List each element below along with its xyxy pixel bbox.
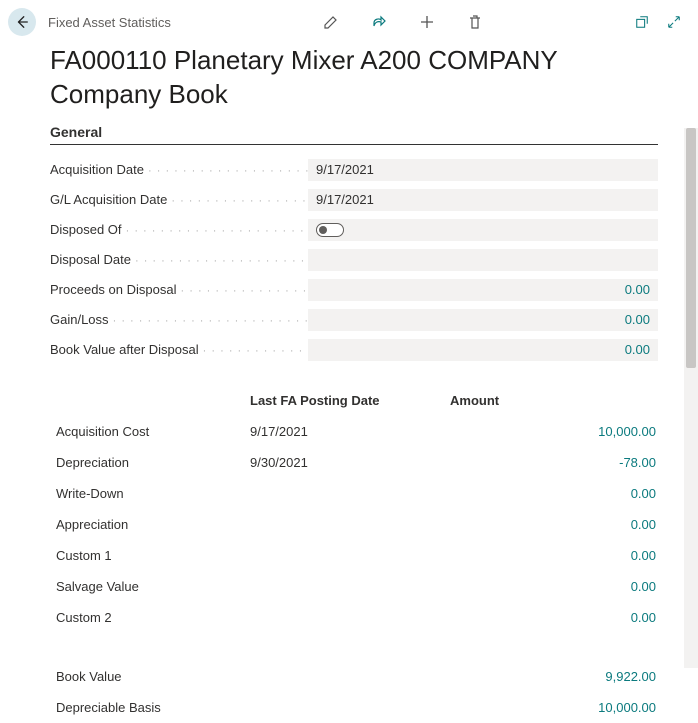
field-value[interactable]: 9/17/2021	[308, 189, 658, 211]
row-amount[interactable]: 0.00	[450, 517, 658, 532]
col-header-blank	[50, 393, 250, 408]
row-amount[interactable]: 10,000.00	[450, 700, 658, 715]
summary-row: Book Value 9,922.00	[50, 661, 658, 692]
table-row: Depreciation9/30/2021-78.00	[50, 447, 658, 478]
table-row: Custom 1 0.00	[50, 540, 658, 571]
col-header-date: Last FA Posting Date	[250, 393, 450, 408]
row-date	[250, 517, 450, 532]
toggle-thumb	[319, 226, 327, 234]
row-date	[250, 700, 450, 715]
field-value[interactable]: 0.00	[308, 339, 658, 361]
row-label: Write-Down	[50, 486, 250, 501]
toggle-disposed-of[interactable]	[308, 219, 658, 241]
row-date: 9/17/2021	[250, 424, 450, 439]
field-disposal-date: Disposal Date	[50, 249, 658, 271]
field-label: Disposal Date	[50, 252, 308, 267]
label-text: Disposed Of	[50, 222, 122, 237]
row-label: Salvage Value	[50, 579, 250, 594]
field-label: G/L Acquisition Date	[50, 192, 308, 207]
new-button[interactable]	[419, 14, 435, 30]
table-row: Acquisition Cost9/17/202110,000.00	[50, 416, 658, 447]
action-toolbar	[323, 14, 483, 30]
row-date: 9/30/2021	[250, 455, 450, 470]
top-toolbar: Fixed Asset Statistics	[0, 0, 698, 40]
scrollbar-thumb[interactable]	[686, 128, 696, 368]
row-date	[250, 486, 450, 501]
row-label: Acquisition Cost	[50, 424, 250, 439]
field-gain-loss: Gain/Loss 0.00	[50, 309, 658, 331]
row-label: Depreciable Basis	[50, 700, 250, 715]
label-text: G/L Acquisition Date	[50, 192, 167, 207]
row-label: Book Value	[50, 669, 250, 684]
row-date	[250, 548, 450, 563]
field-value[interactable]	[308, 249, 658, 271]
field-disposed-of: Disposed Of	[50, 219, 658, 241]
vertical-scrollbar[interactable]	[684, 128, 698, 668]
table-row: Salvage Value 0.00	[50, 571, 658, 602]
field-value[interactable]: 0.00	[308, 309, 658, 331]
label-text: Disposal Date	[50, 252, 131, 267]
toggle-track	[316, 223, 344, 237]
share-icon	[371, 14, 387, 30]
plus-icon	[419, 14, 435, 30]
field-label: Proceeds on Disposal	[50, 282, 308, 297]
row-label: Custom 1	[50, 548, 250, 563]
row-amount[interactable]: 0.00	[450, 486, 658, 501]
table-header-row: Last FA Posting Date Amount	[50, 393, 658, 416]
field-label: Disposed Of	[50, 222, 308, 237]
label-text: Gain/Loss	[50, 312, 109, 327]
field-proceeds-disposal: Proceeds on Disposal 0.00	[50, 279, 658, 301]
col-header-amount: Amount	[450, 393, 658, 408]
breadcrumb: Fixed Asset Statistics	[48, 15, 171, 30]
row-date	[250, 579, 450, 594]
trash-icon	[467, 14, 483, 30]
page-title: FA000110 Planetary Mixer A200 COMPANY Co…	[0, 40, 698, 124]
summary-row: Depreciable Basis 10,000.00	[50, 692, 658, 723]
row-label: Appreciation	[50, 517, 250, 532]
expand-button[interactable]	[666, 14, 682, 30]
field-value[interactable]: 0.00	[308, 279, 658, 301]
row-date	[250, 610, 450, 625]
expand-icon	[667, 15, 681, 29]
field-acquisition-date: Acquisition Date 9/17/2021	[50, 159, 658, 181]
field-value[interactable]: 9/17/2021	[308, 159, 658, 181]
arrow-left-icon	[15, 15, 29, 29]
pencil-icon	[323, 14, 339, 30]
row-amount[interactable]: 10,000.00	[450, 424, 658, 439]
field-gl-acquisition-date: G/L Acquisition Date 9/17/2021	[50, 189, 658, 211]
row-date	[250, 669, 450, 684]
field-label: Book Value after Disposal	[50, 342, 308, 357]
table-row: Custom 2 0.00	[50, 602, 658, 633]
row-amount[interactable]: 9,922.00	[450, 669, 658, 684]
field-book-value-after-disposal: Book Value after Disposal 0.00	[50, 339, 658, 361]
window-controls	[634, 14, 682, 30]
general-form: Acquisition Date 9/17/2021 G/L Acquisiti…	[0, 145, 698, 361]
section-general-header: General	[50, 124, 658, 145]
edit-button[interactable]	[323, 14, 339, 30]
row-label: Custom 2	[50, 610, 250, 625]
field-label: Acquisition Date	[50, 162, 308, 177]
row-label: Depreciation	[50, 455, 250, 470]
field-label: Gain/Loss	[50, 312, 308, 327]
posting-table: Last FA Posting Date Amount Acquisition …	[0, 369, 698, 723]
popout-icon	[635, 15, 649, 29]
row-amount[interactable]: 0.00	[450, 548, 658, 563]
back-button[interactable]	[8, 8, 36, 36]
row-amount[interactable]: -78.00	[450, 455, 658, 470]
table-row: Write-Down 0.00	[50, 478, 658, 509]
share-button[interactable]	[371, 14, 387, 30]
row-amount[interactable]: 0.00	[450, 579, 658, 594]
popout-button[interactable]	[634, 14, 650, 30]
row-amount[interactable]: 0.00	[450, 610, 658, 625]
label-text: Book Value after Disposal	[50, 342, 199, 357]
label-text: Acquisition Date	[50, 162, 144, 177]
label-text: Proceeds on Disposal	[50, 282, 176, 297]
table-row: Appreciation 0.00	[50, 509, 658, 540]
delete-button[interactable]	[467, 14, 483, 30]
